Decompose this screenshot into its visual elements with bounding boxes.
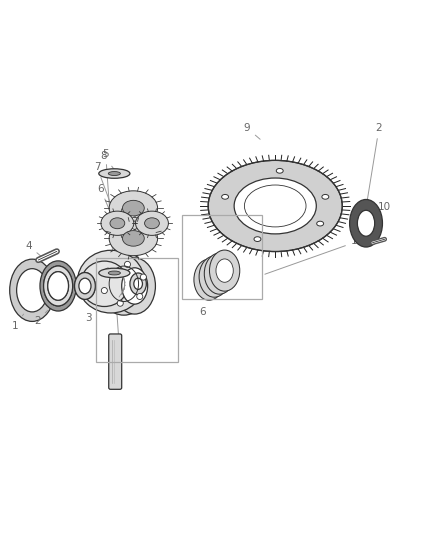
Ellipse shape — [276, 168, 283, 173]
Ellipse shape — [99, 268, 130, 278]
Ellipse shape — [74, 272, 95, 300]
Ellipse shape — [74, 272, 95, 300]
Ellipse shape — [130, 273, 146, 295]
Ellipse shape — [81, 261, 128, 306]
Ellipse shape — [105, 268, 111, 274]
Ellipse shape — [201, 268, 218, 292]
Ellipse shape — [317, 221, 324, 226]
Ellipse shape — [108, 172, 120, 175]
Text: 5: 5 — [102, 149, 118, 335]
Ellipse shape — [109, 221, 158, 256]
Ellipse shape — [216, 259, 233, 282]
Ellipse shape — [350, 199, 382, 247]
Ellipse shape — [101, 287, 107, 294]
Ellipse shape — [145, 218, 159, 229]
Ellipse shape — [101, 211, 134, 236]
Ellipse shape — [44, 266, 73, 306]
Ellipse shape — [194, 259, 224, 300]
Ellipse shape — [48, 272, 68, 300]
Ellipse shape — [79, 278, 91, 294]
Ellipse shape — [234, 178, 316, 234]
Ellipse shape — [205, 265, 223, 288]
Text: 8: 8 — [101, 151, 116, 171]
Ellipse shape — [117, 300, 123, 306]
Text: 11: 11 — [265, 237, 364, 274]
Ellipse shape — [48, 272, 68, 300]
Text: 1: 1 — [11, 314, 24, 331]
Ellipse shape — [78, 251, 145, 313]
Ellipse shape — [79, 278, 91, 294]
Ellipse shape — [199, 256, 230, 297]
Ellipse shape — [135, 211, 168, 236]
Bar — [182, 215, 262, 299]
Ellipse shape — [254, 237, 261, 241]
Ellipse shape — [10, 259, 55, 321]
Ellipse shape — [124, 261, 131, 268]
Text: 3: 3 — [85, 310, 97, 322]
Text: 4: 4 — [25, 241, 42, 257]
Ellipse shape — [122, 268, 148, 304]
Ellipse shape — [209, 250, 240, 291]
Ellipse shape — [137, 294, 143, 300]
Ellipse shape — [211, 262, 228, 285]
Ellipse shape — [123, 200, 144, 216]
Text: 6: 6 — [97, 184, 134, 268]
Ellipse shape — [204, 253, 235, 294]
Ellipse shape — [110, 218, 125, 229]
Ellipse shape — [108, 271, 120, 275]
Bar — [96, 258, 178, 361]
Ellipse shape — [99, 169, 130, 178]
Text: 2: 2 — [367, 123, 382, 200]
Ellipse shape — [44, 266, 73, 306]
Text: 7: 7 — [94, 162, 111, 204]
Ellipse shape — [322, 195, 329, 199]
Ellipse shape — [134, 278, 142, 289]
Ellipse shape — [222, 195, 229, 199]
Ellipse shape — [140, 274, 146, 280]
Text: 8: 8 — [101, 274, 115, 287]
Ellipse shape — [114, 258, 155, 314]
Ellipse shape — [98, 253, 150, 315]
Ellipse shape — [40, 261, 76, 311]
Ellipse shape — [357, 211, 374, 236]
Text: 10: 10 — [375, 202, 391, 241]
FancyBboxPatch shape — [109, 334, 122, 389]
Ellipse shape — [17, 269, 48, 312]
Text: 2: 2 — [34, 311, 48, 326]
Ellipse shape — [109, 191, 158, 225]
Text: 6: 6 — [199, 307, 206, 317]
Text: 9: 9 — [244, 123, 260, 139]
Ellipse shape — [123, 231, 144, 246]
Ellipse shape — [208, 160, 342, 252]
